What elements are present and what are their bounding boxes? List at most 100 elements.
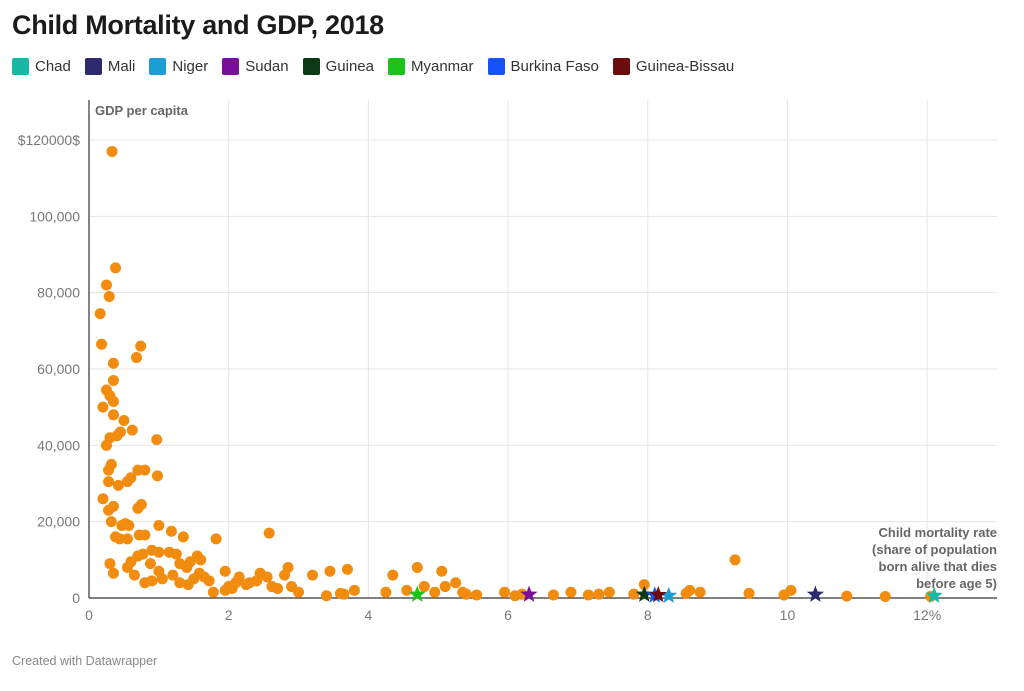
- data-point: [135, 498, 147, 510]
- chart-title: Child Mortality and GDP, 2018: [12, 10, 384, 40]
- data-point: [107, 409, 119, 421]
- data-point: [429, 586, 441, 598]
- data-point: [401, 584, 413, 596]
- legend-item-guinea: Guinea: [302, 58, 374, 75]
- data-point: [114, 533, 126, 545]
- x-axis-label-line: before age 5): [916, 576, 997, 591]
- x-tick-label: 8: [644, 607, 652, 623]
- legend-label: Mali: [107, 58, 136, 75]
- data-point: [471, 589, 483, 601]
- data-point: [387, 569, 399, 581]
- data-point: [348, 584, 360, 596]
- data-point: [167, 569, 179, 581]
- data-point: [97, 493, 109, 505]
- legend-swatch: [84, 58, 102, 75]
- data-point: [107, 500, 119, 512]
- data-point: [499, 586, 511, 598]
- data-point: [841, 590, 853, 602]
- data-point: [128, 569, 140, 581]
- y-tick-label: 0: [72, 590, 80, 606]
- data-point: [135, 340, 147, 352]
- data-point: [638, 579, 650, 591]
- data-point: [96, 338, 108, 350]
- data-point: [219, 565, 231, 577]
- highlight-star-guinea-bissau: [649, 585, 667, 603]
- data-point: [125, 472, 137, 484]
- credit-footer: Created with Datawrapper: [12, 654, 158, 668]
- data-point: [130, 352, 142, 364]
- data-point: [282, 561, 294, 573]
- legend-swatch: [222, 58, 240, 75]
- data-point: [516, 588, 528, 600]
- data-point: [174, 577, 186, 589]
- data-point: [411, 561, 423, 573]
- data-point: [144, 558, 156, 570]
- data-point: [450, 577, 462, 589]
- data-point: [582, 589, 594, 601]
- legend-label: Myanmar: [410, 58, 474, 75]
- data-point: [263, 527, 275, 539]
- x-tick-label: 4: [364, 607, 372, 623]
- data-point: [112, 479, 124, 491]
- legend-label: Burkina Faso: [510, 58, 599, 75]
- data-point: [104, 558, 116, 570]
- x-axis-label-line: (share of population: [872, 542, 997, 557]
- data-point: [94, 308, 106, 320]
- data-point: [593, 588, 605, 600]
- data-point: [151, 470, 163, 482]
- legend-label: Sudan: [245, 58, 289, 75]
- data-point: [293, 586, 305, 598]
- data-point: [110, 262, 122, 274]
- legend-item-burkina-faso: Burkina Faso: [487, 58, 599, 75]
- data-point: [785, 584, 797, 596]
- x-tick-label: 10: [780, 607, 796, 623]
- data-point: [107, 357, 119, 369]
- data-point: [341, 563, 353, 575]
- legend-item-sudan: Sudan: [222, 58, 289, 75]
- data-point: [210, 533, 222, 545]
- data-point: [106, 145, 118, 157]
- legend-item-chad: Chad: [12, 58, 71, 75]
- legend-label: Guinea: [325, 58, 374, 75]
- data-point: [628, 588, 640, 600]
- legend-label: Niger: [172, 58, 209, 75]
- legend-item-niger: Niger: [149, 58, 208, 75]
- data-point: [436, 565, 448, 577]
- x-tick-label: 2: [225, 607, 233, 623]
- data-point: [324, 565, 336, 577]
- data-point: [107, 395, 119, 407]
- y-tick-label: 80,000: [37, 285, 80, 301]
- data-point: [126, 424, 138, 436]
- data-point: [226, 582, 238, 594]
- data-point: [105, 458, 117, 470]
- legend-label: Chad: [35, 58, 71, 75]
- data-point: [261, 571, 273, 583]
- data-point: [107, 374, 119, 386]
- data-point: [334, 587, 346, 599]
- legend-item-mali: Mali: [84, 58, 136, 75]
- data-point: [565, 586, 577, 598]
- legend-swatch: [487, 58, 505, 75]
- data-point: [195, 554, 207, 566]
- data-point: [111, 430, 123, 442]
- highlight-star-sudan: [520, 585, 538, 602]
- data-point: [107, 567, 119, 579]
- highlight-star-niger: [660, 586, 678, 603]
- legend: Chad Mali Niger Sudan Guinea Myanmar Burkina F…: [12, 58, 748, 75]
- data-point: [123, 519, 135, 531]
- data-point: [203, 575, 215, 587]
- data-point: [165, 525, 177, 537]
- y-tick-label: 20,000: [37, 514, 80, 530]
- x-axis-label-line: born alive that dies: [879, 559, 997, 574]
- highlight-star-chad: [925, 586, 943, 603]
- data-point: [105, 516, 117, 528]
- data-point: [118, 415, 130, 427]
- data-point: [151, 434, 163, 446]
- data-point: [743, 587, 755, 599]
- data-point: [103, 476, 115, 488]
- data-point: [153, 519, 165, 531]
- data-point: [177, 531, 189, 543]
- legend-swatch: [149, 58, 167, 75]
- highlight-star-guinea: [635, 585, 653, 602]
- data-point: [729, 554, 741, 566]
